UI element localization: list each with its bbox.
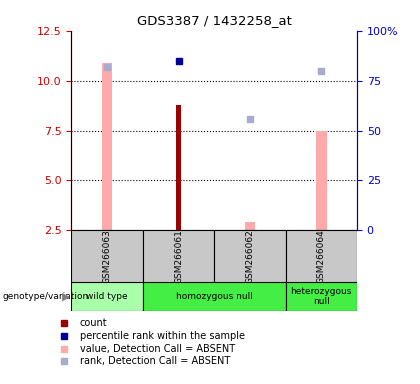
Text: rank, Detection Call = ABSENT: rank, Detection Call = ABSENT	[80, 356, 230, 366]
Bar	[143, 230, 214, 282]
Bar	[244, 222, 255, 230]
Bar	[102, 63, 113, 230]
Text: count: count	[80, 318, 108, 328]
Bar	[214, 230, 286, 282]
Bar	[143, 282, 286, 311]
Text: heterozygous
null: heterozygous null	[291, 287, 352, 306]
Bar	[71, 230, 143, 282]
Bar	[286, 282, 357, 311]
Text: GSM266063: GSM266063	[102, 229, 112, 284]
Text: percentile rank within the sample: percentile rank within the sample	[80, 331, 245, 341]
Text: homozygous null: homozygous null	[176, 292, 253, 301]
Text: ▶: ▶	[62, 291, 71, 302]
Text: value, Detection Call = ABSENT: value, Detection Call = ABSENT	[80, 344, 235, 354]
Text: GSM266062: GSM266062	[245, 229, 255, 284]
Bar	[176, 104, 181, 230]
Bar	[286, 230, 357, 282]
Text: GSM266064: GSM266064	[317, 229, 326, 284]
Text: GSM266061: GSM266061	[174, 229, 183, 284]
Bar	[71, 282, 143, 311]
Text: wild type: wild type	[86, 292, 128, 301]
Title: GDS3387 / 1432258_at: GDS3387 / 1432258_at	[137, 14, 291, 27]
Text: genotype/variation: genotype/variation	[2, 292, 88, 301]
Bar	[316, 131, 327, 230]
